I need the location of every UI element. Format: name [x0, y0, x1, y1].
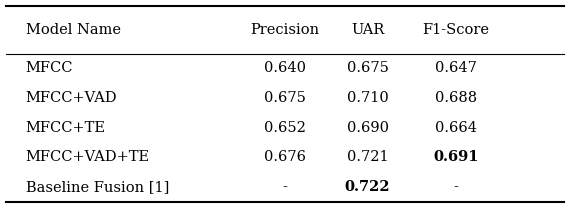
- Text: 0.710: 0.710: [347, 91, 389, 105]
- Text: 0.675: 0.675: [347, 61, 389, 75]
- Text: 0.690: 0.690: [347, 121, 389, 135]
- Text: -: -: [454, 180, 458, 194]
- Text: 0.664: 0.664: [435, 121, 477, 135]
- Text: MFCC+TE: MFCC+TE: [26, 121, 105, 135]
- Text: MFCC: MFCC: [26, 61, 73, 75]
- Text: 0.721: 0.721: [347, 150, 389, 164]
- Text: 0.675: 0.675: [264, 91, 306, 105]
- Text: F1-Score: F1-Score: [422, 23, 490, 37]
- Text: MFCC+VAD+TE: MFCC+VAD+TE: [26, 150, 150, 164]
- Text: 0.647: 0.647: [435, 61, 477, 75]
- Text: Baseline Fusion [1]: Baseline Fusion [1]: [26, 180, 169, 194]
- Text: 0.691: 0.691: [433, 150, 479, 164]
- Text: Model Name: Model Name: [26, 23, 121, 37]
- Text: 0.722: 0.722: [345, 180, 390, 194]
- Text: 0.688: 0.688: [435, 91, 477, 105]
- Text: UAR: UAR: [351, 23, 384, 37]
- Text: 0.640: 0.640: [264, 61, 306, 75]
- Text: Precision: Precision: [250, 23, 320, 37]
- Text: 0.676: 0.676: [264, 150, 306, 164]
- Text: 0.652: 0.652: [264, 121, 306, 135]
- Text: MFCC+VAD: MFCC+VAD: [26, 91, 117, 105]
- Text: -: -: [283, 180, 287, 194]
